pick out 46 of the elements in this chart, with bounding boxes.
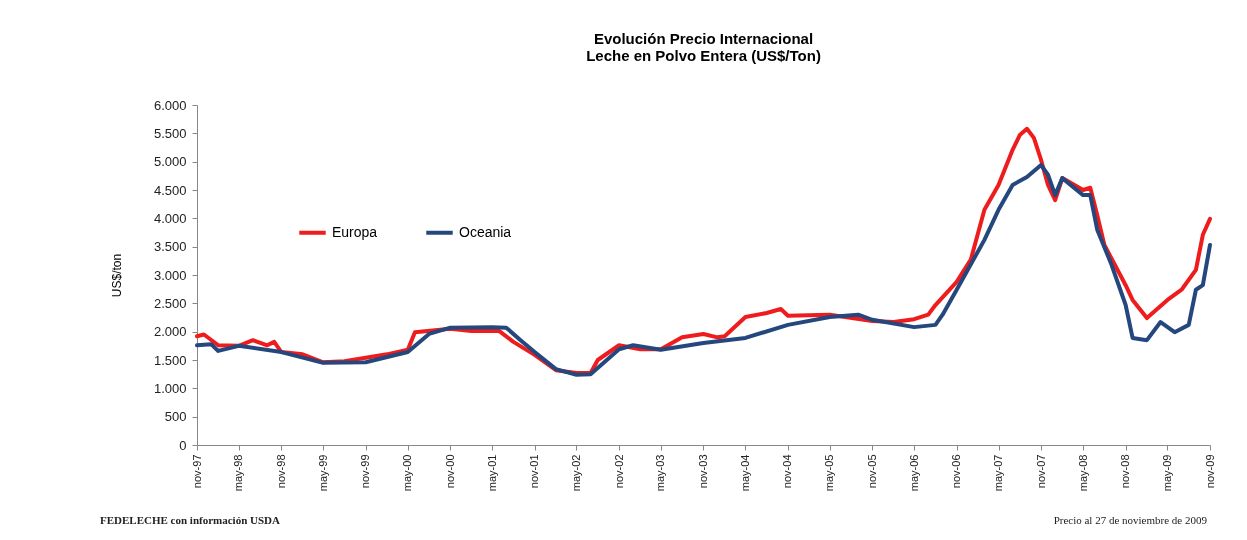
x-tick-label: may-98 xyxy=(232,454,245,492)
x-tick-label: may-04 xyxy=(738,454,751,492)
x-tick-label: may-00 xyxy=(401,454,414,492)
y-axis-title: US$/ton xyxy=(109,253,124,298)
chart-subtitle: Leche en Polvo Entera (US$/Ton) xyxy=(586,47,821,64)
y-tick-label: 6.000 xyxy=(153,97,187,113)
y-tick-label: 0 xyxy=(179,437,187,453)
text: Precio al 27 de noviembre de 2009 xyxy=(1053,514,1207,526)
x-tick-label: may-07 xyxy=(992,454,1005,492)
y-tick-label: 500 xyxy=(164,409,187,425)
x-tick-label: nov-03 xyxy=(696,454,709,489)
y-tick-label: 1.500 xyxy=(153,352,187,368)
x-tick-label: nov-08 xyxy=(1119,454,1132,489)
y-tick-label: 3.500 xyxy=(153,239,187,255)
x-tick-label: may-09 xyxy=(1160,454,1173,492)
x-tick-label: may-01 xyxy=(485,454,498,492)
x-tick-label: nov-97 xyxy=(190,454,203,489)
y-tick-label: 2.500 xyxy=(153,295,187,311)
y-tick-label: 2.000 xyxy=(153,324,187,340)
x-tick-label: may-06 xyxy=(907,454,920,492)
x-tick-label: may-03 xyxy=(654,454,667,492)
x-tick-label: nov-02 xyxy=(612,454,625,489)
x-tick-label: nov-04 xyxy=(781,454,794,489)
x-tick-label: nov-09 xyxy=(1203,454,1216,489)
chart-title: Evolución Precio Internacional xyxy=(593,30,814,47)
x-tick-label: nov-98 xyxy=(274,454,287,489)
x-tick-label: nov-01 xyxy=(528,454,541,489)
line-series xyxy=(195,163,1212,377)
y-tick-label: 5.000 xyxy=(153,154,187,170)
x-tick-label: may-02 xyxy=(570,454,582,492)
x-tick-label: nov-07 xyxy=(1034,454,1047,489)
x-tick-label: may-08 xyxy=(1076,454,1089,492)
y-tick-label: 1.000 xyxy=(153,380,187,396)
legend-label: Europa xyxy=(332,223,378,240)
x-tick-label: may-05 xyxy=(823,454,836,492)
y-tick-label: 4.000 xyxy=(153,210,187,226)
y-tick-label: 4.500 xyxy=(153,182,187,198)
x-tick-label: nov-05 xyxy=(865,454,878,489)
y-tick-label: 5.500 xyxy=(153,125,187,141)
x-tick-label: nov-00 xyxy=(443,454,456,489)
y-tick-label: 3.000 xyxy=(153,267,187,283)
x-tick-label: nov-06 xyxy=(950,454,963,489)
x-tick-label: nov-99 xyxy=(359,454,372,489)
x-tick-label: may-99 xyxy=(316,454,329,492)
text: FEDELECHE con información USDA xyxy=(100,514,280,526)
legend-label: Oceania xyxy=(459,223,512,240)
